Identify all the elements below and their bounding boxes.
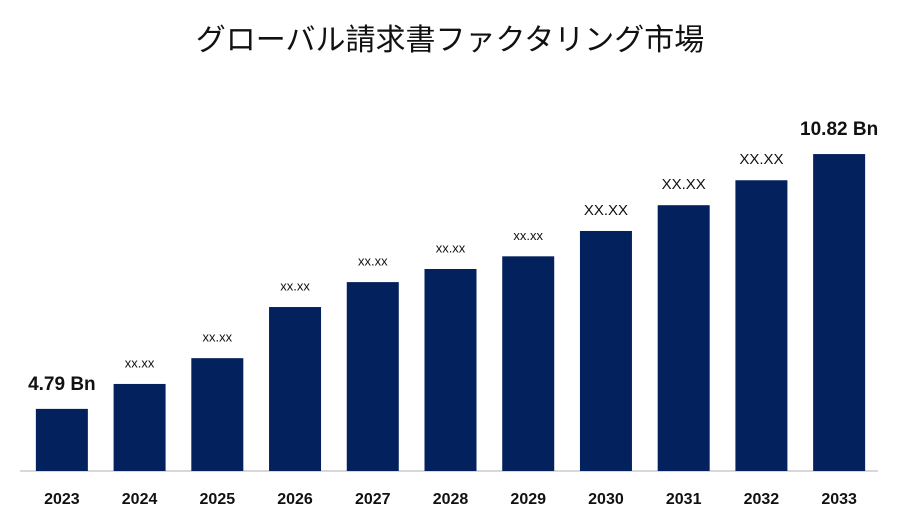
x-tick-label: 2024 bbox=[122, 491, 158, 508]
x-tick-label: 2032 bbox=[744, 491, 780, 508]
value-label: xx.xx bbox=[203, 330, 233, 345]
value-label: XX.XX bbox=[662, 176, 706, 193]
bar bbox=[813, 154, 866, 471]
value-label: xx.xx bbox=[513, 228, 543, 243]
x-tick-label: 2029 bbox=[510, 491, 546, 508]
value-label: xx.xx bbox=[280, 278, 310, 293]
x-tick-label: 2027 bbox=[355, 491, 391, 508]
chart-title: グローバル請求書ファクタリング市場 bbox=[196, 23, 705, 58]
value-label: xx.xx bbox=[125, 355, 155, 370]
value-label: xx.xx bbox=[436, 240, 466, 255]
bar bbox=[346, 282, 399, 471]
bar bbox=[35, 408, 88, 471]
bar bbox=[657, 205, 710, 471]
bar bbox=[269, 307, 322, 471]
x-tick-label: 2028 bbox=[433, 491, 469, 508]
x-tick-label: 2031 bbox=[666, 491, 702, 508]
value-label: xx.xx bbox=[358, 254, 388, 269]
bar bbox=[191, 358, 244, 471]
x-tick-label: 2033 bbox=[821, 491, 857, 508]
x-tick-label: 2023 bbox=[44, 491, 80, 508]
value-label: XX.XX bbox=[739, 151, 783, 168]
value-label: 10.82 Bn bbox=[800, 119, 878, 140]
value-label: XX.XX bbox=[584, 202, 628, 219]
x-tick-label: 2026 bbox=[277, 491, 313, 508]
bar bbox=[579, 230, 632, 471]
bar bbox=[735, 180, 788, 471]
value-label: 4.79 Bn bbox=[28, 374, 96, 395]
bar bbox=[113, 383, 166, 471]
bar bbox=[502, 256, 555, 471]
bar bbox=[424, 269, 477, 471]
x-tick-label: 2030 bbox=[588, 491, 624, 508]
x-tick-label: 2025 bbox=[200, 491, 236, 508]
